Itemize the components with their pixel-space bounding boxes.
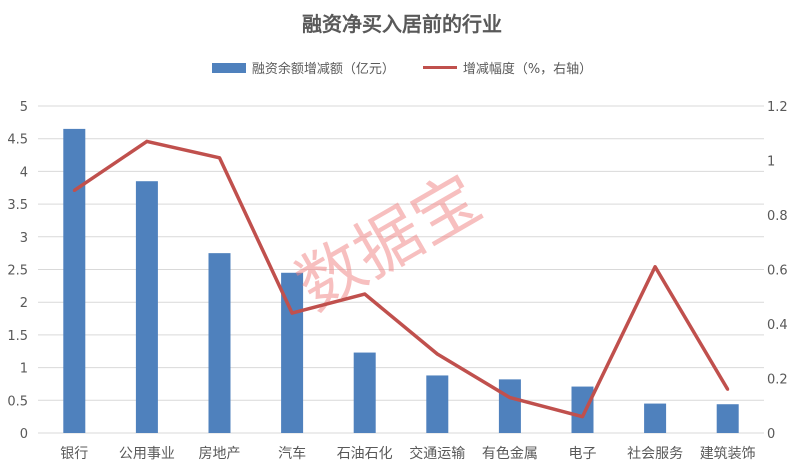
- x-tick-label: 有色金属: [482, 445, 538, 462]
- bar: [426, 375, 449, 433]
- y-left-tick-label: 3: [20, 231, 28, 246]
- y-left-tick-label: 1.5: [7, 329, 28, 344]
- x-tick-label: 建筑装饰: [700, 446, 756, 462]
- line-point: [726, 387, 730, 391]
- line-point: [72, 188, 76, 192]
- legend-label-line: 增减幅度（%，右轴）: [462, 62, 593, 77]
- series-line: [73, 139, 730, 419]
- bar: [571, 386, 594, 433]
- bar: [498, 379, 521, 433]
- y-right-tick-label: 1.2: [767, 100, 788, 115]
- x-tick-label: 汽车: [278, 445, 306, 462]
- y-right-tick-label: 0.2: [767, 373, 788, 388]
- y-right-tick-label: 1: [767, 155, 775, 170]
- legend-swatch-bar: [211, 62, 246, 73]
- line-point: [145, 139, 149, 143]
- x-tick-label: 电子: [569, 446, 597, 462]
- y-left-tick-label: 0.5: [7, 394, 28, 409]
- line-point: [581, 415, 584, 419]
- legend-label-bar: 融资余额增减额（亿元）: [251, 62, 395, 77]
- chart-title: 融资净买入居前的行业: [302, 12, 502, 36]
- x-tick-label: 交通运输: [409, 445, 465, 462]
- bar: [353, 352, 376, 433]
- y-left-tick-label: 0: [20, 427, 28, 442]
- y-left-tick-label: 3.5: [7, 198, 28, 213]
- bar: [208, 253, 231, 433]
- legend-item-bar: 融资余额增减额（亿元）: [211, 58, 395, 77]
- y-left-tick-label: 2.5: [7, 264, 28, 279]
- y-left-tick-label: 5: [20, 100, 28, 115]
- bar: [63, 128, 86, 433]
- x-tick-label: 社会服务: [627, 446, 683, 462]
- y-right-tick-label: 0: [767, 427, 775, 442]
- legend: 融资余额增减额（亿元） 增减幅度（%，右轴）: [0, 58, 804, 77]
- line-point: [653, 265, 657, 269]
- x-tick-label: 公用事业: [119, 446, 175, 462]
- x-tick-label: 石油石化: [337, 446, 393, 462]
- y-left-tick-label: 1: [20, 362, 28, 377]
- bar: [644, 403, 667, 433]
- line-point: [363, 292, 367, 296]
- watermark: 数据宝: [284, 160, 494, 326]
- y-left-tick-label: 4: [20, 165, 28, 180]
- line-point: [218, 156, 221, 160]
- y-right-tick-label: 0.6: [767, 264, 788, 279]
- bar: [135, 181, 158, 433]
- legend-swatch-line: [422, 66, 457, 69]
- x-tick-label: 银行: [60, 446, 88, 462]
- line-point: [290, 311, 294, 315]
- y-right-tick-label: 0.8: [767, 209, 788, 224]
- line-point: [435, 352, 439, 356]
- line-point: [508, 396, 512, 400]
- y-left-tick-label: 2: [20, 296, 28, 311]
- bar: [716, 404, 739, 433]
- y-left-tick-label: 4.5: [7, 133, 28, 148]
- y-right-tick-label: 0.4: [767, 318, 788, 333]
- x-tick-label: 房地产: [199, 446, 241, 462]
- legend-item-line: 增减幅度（%，右轴）: [422, 58, 593, 77]
